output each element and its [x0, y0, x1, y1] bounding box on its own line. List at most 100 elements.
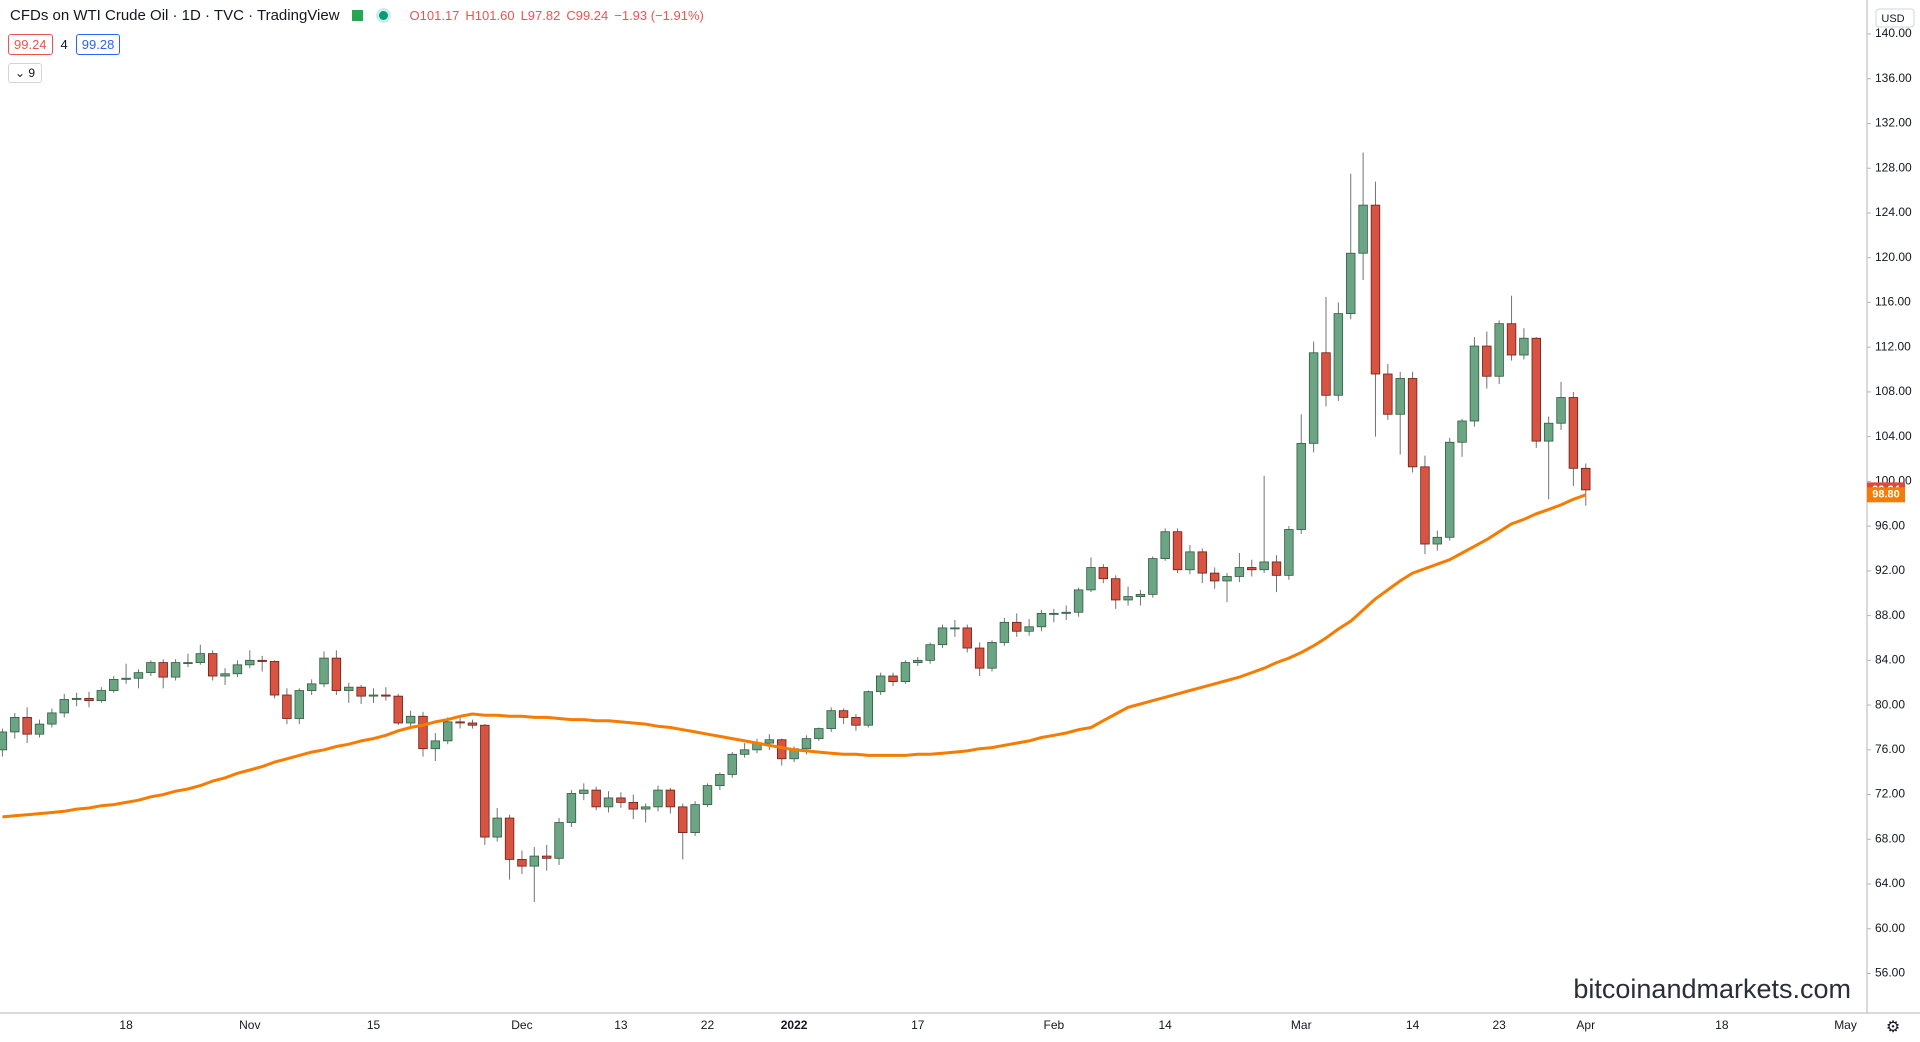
candle-body: [1383, 373, 1393, 415]
candle-body: [1482, 345, 1492, 377]
candle-body: [232, 664, 243, 675]
candle-body: [913, 659, 923, 663]
candle-body: [59, 699, 69, 714]
candle-body: [727, 753, 737, 775]
candle-body: [1296, 442, 1306, 530]
x-tick-label: 2022: [781, 1018, 808, 1032]
candle-body: [764, 739, 775, 744]
candle-body: [554, 822, 564, 859]
candle-body: [517, 859, 527, 867]
ohlc-close: C99.24: [566, 8, 609, 23]
buy-button[interactable]: 99.28: [75, 34, 121, 55]
candle-body: [10, 716, 20, 733]
candle-body: [541, 855, 552, 859]
candle-body: [0, 731, 8, 751]
price-tag-label: 99.24: [1872, 484, 1900, 496]
y-tick-label: 64.00: [1875, 876, 1905, 890]
settings-icon[interactable]: ⚙: [1886, 1019, 1900, 1036]
candle-body: [814, 728, 824, 740]
candle-body: [1049, 612, 1059, 615]
candle-body: [1407, 378, 1418, 468]
y-tick-label: 88.00: [1875, 608, 1905, 622]
candle-body: [418, 715, 428, 750]
candle-body: [269, 661, 280, 696]
candle-body: [715, 774, 725, 787]
candle-body: [1197, 551, 1207, 574]
candle-body: [1556, 397, 1566, 424]
candle-body: [1444, 441, 1455, 538]
candle-body: [480, 724, 490, 838]
candle-body: [1160, 531, 1170, 559]
x-tick-label: Feb: [1044, 1018, 1065, 1032]
candle-body: [257, 659, 267, 662]
candle-body: [1148, 558, 1158, 595]
y-tick-label: 60.00: [1875, 921, 1905, 935]
candle-body: [1012, 621, 1022, 632]
symbol-header: CFDs on WTI Crude Oil · 1D · TVC · Tradi…: [10, 7, 710, 24]
candle-body: [1506, 323, 1517, 356]
candle-body: [492, 817, 502, 838]
candle-body: [84, 697, 94, 702]
candle-body: [393, 695, 403, 724]
status-dot: [378, 11, 388, 20]
ohlc-open: O101.17: [409, 8, 460, 23]
ohlc-values: O101.17 H101.60 L97.82 C99.24 −1.93 (−1.91%): [410, 8, 710, 23]
spread: 4: [60, 37, 68, 52]
indicators-toggle[interactable]: ⌄ 9: [8, 63, 43, 83]
candle-body: [974, 647, 985, 669]
sell-button[interactable]: 99.24: [8, 34, 53, 55]
ohlc-change: −1.93 (−1.91%): [614, 8, 704, 23]
candle-body: [1358, 204, 1368, 254]
candle-body: [1568, 397, 1579, 469]
candle-body: [616, 797, 626, 803]
candle-body: [1321, 352, 1331, 396]
candle-body: [1185, 551, 1195, 571]
y-tick-label: 72.00: [1875, 787, 1905, 801]
candle-body: [1222, 576, 1232, 582]
symbol-title[interactable]: CFDs on WTI Crude Oil · 1D · TVC · Tradi…: [10, 7, 340, 24]
y-tick-label: 136.00: [1875, 71, 1912, 85]
ohlc-high: H101.60: [465, 8, 515, 23]
candle-body: [121, 677, 131, 680]
candle-body: [294, 690, 304, 719]
candle-body: [925, 644, 935, 661]
candle-body: [306, 683, 317, 691]
candle-body: [690, 804, 700, 833]
candle-body: [653, 789, 663, 808]
candle-body: [665, 789, 676, 808]
candle-body: [1543, 422, 1554, 442]
candle-body: [1494, 323, 1504, 377]
candle-body: [875, 675, 886, 693]
x-tick-label: May: [1834, 1018, 1857, 1032]
candle-body: [22, 716, 32, 735]
candle-body: [109, 678, 119, 691]
indicators-count: 9: [28, 66, 36, 80]
candle-body: [1469, 345, 1480, 422]
candle-body: [777, 739, 787, 760]
candle-body: [1123, 596, 1133, 601]
candle-body: [999, 621, 1010, 643]
candle-body: [789, 748, 799, 760]
y-tick-label: 84.00: [1875, 653, 1905, 667]
candle-body: [207, 653, 218, 677]
candle-body: [1395, 378, 1405, 415]
x-tick-label: 18: [1715, 1018, 1729, 1032]
ohlc-low: L97.82: [520, 8, 561, 23]
y-tick-label: 108.00: [1875, 384, 1912, 398]
bid-ask: 99.24 4 99.28: [8, 34, 121, 55]
candle-body: [1333, 313, 1344, 396]
candle-body: [430, 740, 441, 750]
x-tick-label: Mar: [1291, 1018, 1312, 1032]
candle-body: [245, 659, 255, 666]
candle-body: [344, 686, 354, 691]
candle-body: [319, 657, 329, 685]
candle-body: [566, 793, 577, 823]
price-tag: [1867, 482, 1905, 498]
y-tick-label: 76.00: [1875, 742, 1905, 756]
currency-button[interactable]: [1875, 8, 1915, 28]
y-tick-label: 56.00: [1875, 966, 1905, 980]
candle-body: [678, 806, 688, 833]
candle-body: [1135, 593, 1146, 597]
moving-average-line: [2, 493, 1587, 819]
